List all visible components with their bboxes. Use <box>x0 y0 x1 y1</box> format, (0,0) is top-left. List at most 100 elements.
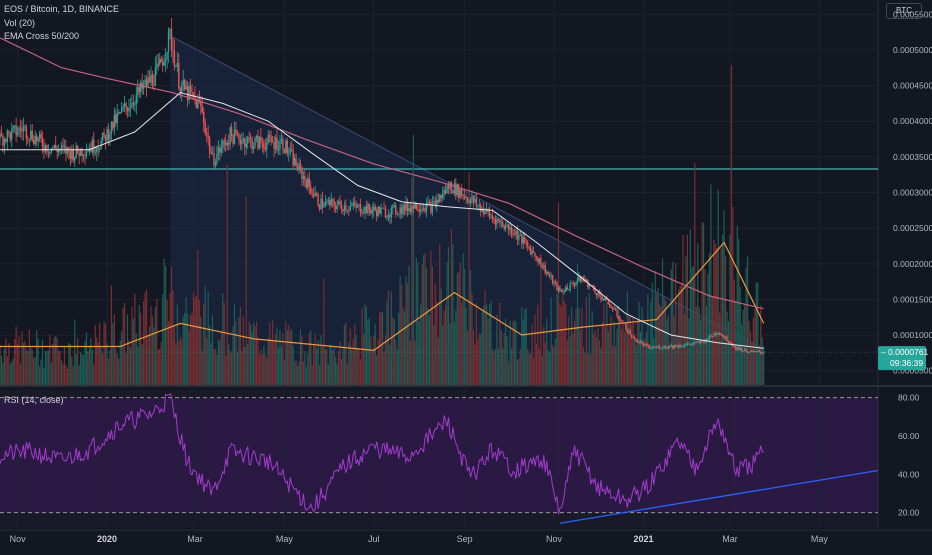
currency-badge[interactable]: BTC <box>886 3 922 19</box>
candle-body <box>176 62 179 67</box>
candle-body <box>154 68 157 86</box>
volume-bar <box>389 344 391 385</box>
candle-body <box>714 333 716 335</box>
volume-bar <box>230 352 233 385</box>
volume-bar <box>244 346 246 385</box>
candle-body <box>663 345 665 349</box>
volume-bar <box>77 338 79 385</box>
volume-bar <box>329 345 331 385</box>
candle-body <box>222 141 224 148</box>
candle-body <box>103 132 105 135</box>
volume-bar <box>286 330 288 385</box>
candle-body <box>24 126 26 128</box>
volume-bar <box>493 351 495 385</box>
candle-body <box>330 199 332 206</box>
volume-bar <box>216 355 218 385</box>
candle-body <box>257 135 259 149</box>
candle-body <box>0 133 1 140</box>
candle-body <box>424 208 426 212</box>
candle-body <box>760 352 762 354</box>
candle-body <box>362 212 365 214</box>
volume-bar <box>144 292 146 385</box>
volume-bar <box>318 364 321 385</box>
volume-bar <box>106 342 108 385</box>
ema-legend[interactable]: EMA Cross 50/200 <box>4 31 80 41</box>
candle-body <box>140 82 142 92</box>
symbol-legend[interactable]: EOS / Bitcoin, 1D, BINANCE <box>4 4 120 14</box>
candle-body <box>233 129 236 145</box>
candle-body <box>528 246 530 249</box>
volume-bar <box>708 253 711 385</box>
volume-bar <box>594 330 596 385</box>
volume-bar <box>434 283 436 385</box>
volume-bar <box>197 250 199 385</box>
candle-body <box>128 108 130 112</box>
candle-body <box>588 285 590 287</box>
volume-bar <box>291 329 293 385</box>
candle-body <box>504 226 507 229</box>
candle-body <box>185 85 187 90</box>
candle-body <box>52 147 54 149</box>
volume-bar <box>667 315 669 385</box>
rsi-tick-label: 60.00 <box>898 431 920 441</box>
volume-bar <box>194 297 196 385</box>
volume-legend[interactable]: Vol (20) <box>4 18 36 28</box>
candle-body <box>515 230 517 235</box>
volume-bar <box>738 238 740 385</box>
volume-bar <box>160 341 162 385</box>
candle-body <box>597 292 599 296</box>
volume-bar <box>472 330 475 385</box>
candle-body <box>723 335 725 339</box>
volume-bar <box>579 330 582 385</box>
candle-body <box>317 194 319 206</box>
volume-bar <box>698 307 700 385</box>
candle-body <box>247 137 249 144</box>
candle-body <box>611 307 614 310</box>
candle-body <box>512 233 514 235</box>
candle-body <box>628 330 630 332</box>
time-axis: Nov 2020 Mar May Jul Sep Nov 2021 Mar May <box>10 534 829 544</box>
volume-bar <box>191 313 193 385</box>
candle-body <box>546 272 548 274</box>
volume-bar <box>260 350 262 385</box>
volume-bar <box>316 349 318 385</box>
volume-bar <box>455 310 457 385</box>
volume-bar <box>267 338 269 385</box>
volume-bar <box>178 340 180 385</box>
volume-bar <box>556 293 558 385</box>
candle-body <box>213 153 215 166</box>
candle-body <box>365 206 368 214</box>
volume-bar <box>571 307 573 385</box>
candle-body <box>437 199 439 203</box>
volume-bar <box>403 310 406 385</box>
volume-bar <box>28 329 30 385</box>
candle-body <box>160 59 162 63</box>
rsi-legend[interactable]: RSI (14, close) <box>4 395 64 405</box>
volume-bar <box>584 352 586 385</box>
volume-bar <box>572 333 574 385</box>
candle-body <box>283 149 286 153</box>
candle-body <box>239 139 242 145</box>
candle-body <box>134 104 136 106</box>
candle-body <box>456 184 459 196</box>
volume-bar <box>534 314 536 385</box>
volume-bar <box>503 333 505 385</box>
volume-bar <box>704 269 706 385</box>
volume-bar <box>576 264 579 385</box>
volume-bar <box>365 306 368 385</box>
volume-bar <box>477 338 479 385</box>
volume-bar <box>634 333 636 385</box>
candle-body <box>575 282 577 286</box>
candle-body <box>641 341 643 344</box>
candle-body <box>370 209 372 214</box>
candle-body <box>425 203 428 212</box>
candle-body <box>399 207 401 214</box>
volume-bar <box>531 324 533 385</box>
candle-body <box>483 208 485 215</box>
volume-bar <box>761 337 763 385</box>
volume-bar <box>528 353 530 385</box>
candle-body <box>35 136 38 142</box>
time-tick-label: Sep <box>457 534 473 544</box>
candle-body <box>754 351 756 352</box>
